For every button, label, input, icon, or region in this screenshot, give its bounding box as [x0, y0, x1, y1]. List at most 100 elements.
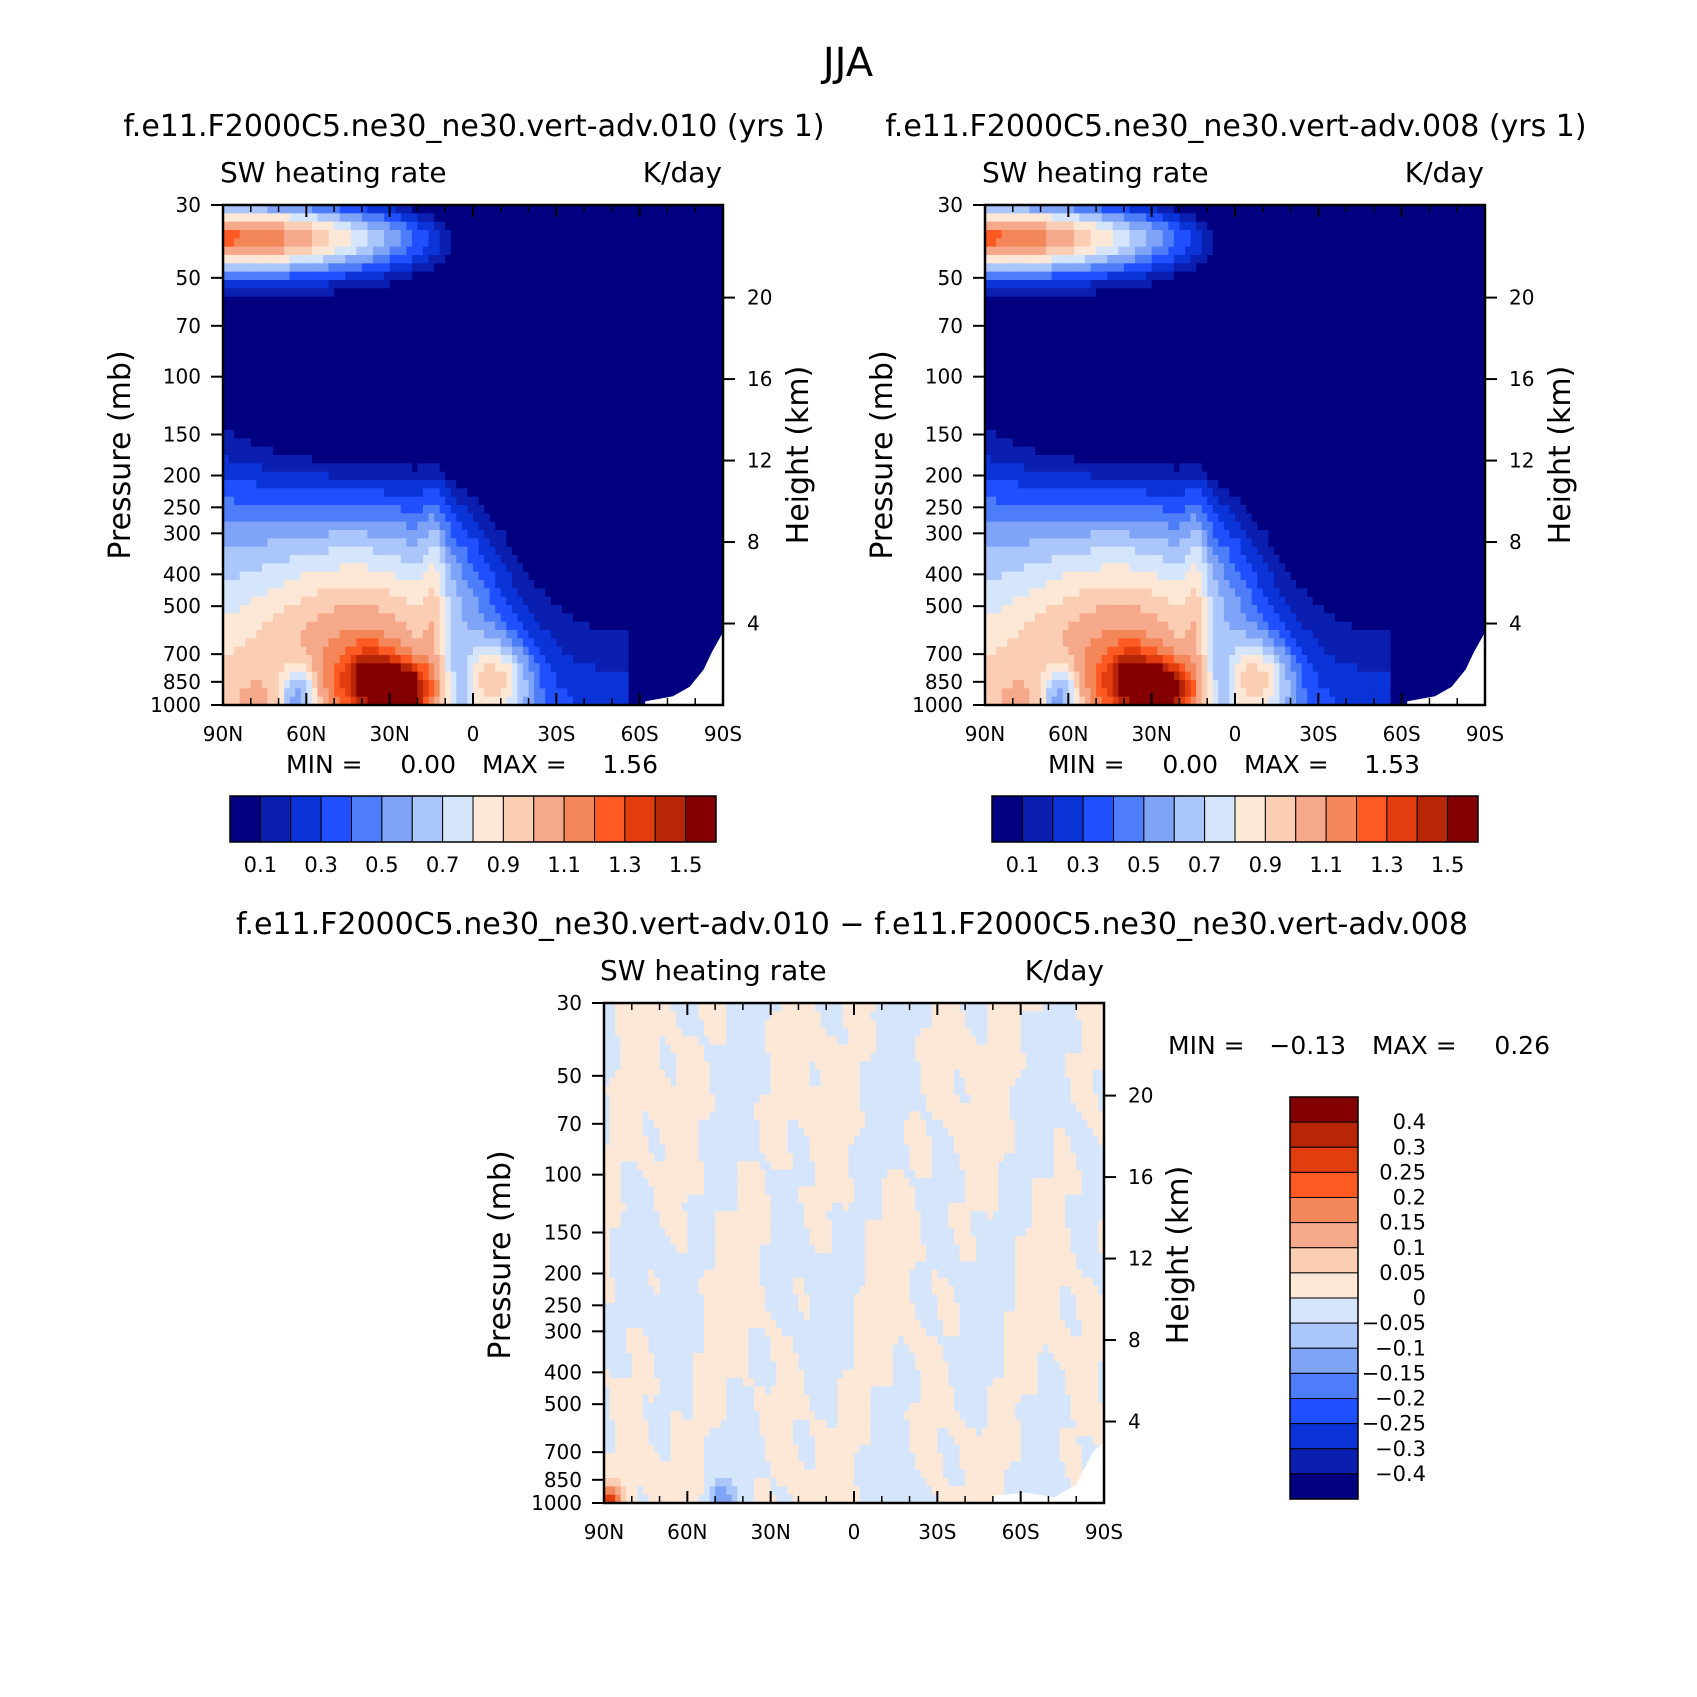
field-cell — [650, 538, 657, 548]
field-cell — [239, 305, 246, 314]
field-cell — [439, 488, 446, 498]
field-cell — [273, 388, 280, 398]
field-cell — [478, 621, 485, 631]
field-cell — [289, 280, 296, 289]
field-cell — [356, 621, 363, 631]
field-cell — [295, 246, 302, 256]
field-cell — [511, 413, 519, 423]
field-cell — [517, 388, 524, 398]
field-cell — [234, 296, 241, 306]
field-cell — [267, 496, 274, 506]
field-cell — [261, 530, 269, 539]
field-cell — [395, 271, 402, 281]
field-cell — [623, 630, 630, 639]
field-cell — [428, 521, 435, 531]
field-cell — [506, 338, 513, 348]
field-cell — [528, 546, 535, 556]
field-cell — [445, 596, 452, 606]
field-cell — [689, 563, 696, 573]
field-cell — [606, 238, 613, 248]
field-cell — [700, 330, 707, 339]
field-cell — [528, 455, 535, 464]
field-cell — [534, 513, 541, 523]
field-cell — [600, 580, 607, 589]
field-cell — [500, 496, 507, 506]
field-cell — [545, 238, 552, 248]
field-cell — [389, 505, 396, 514]
field-cell — [545, 521, 552, 531]
field-cell — [517, 613, 524, 623]
field-cell — [273, 355, 280, 364]
field-cell — [295, 338, 302, 348]
field-cell — [656, 271, 663, 281]
field-cell — [445, 471, 452, 481]
field-cell — [256, 446, 263, 456]
field-cell — [423, 371, 430, 381]
field-cell — [650, 263, 657, 273]
field-cell — [528, 446, 535, 456]
panel2-max-label: MAX = — [1244, 750, 1329, 779]
field-cell — [511, 371, 519, 381]
field-cell — [228, 630, 235, 639]
field-cell — [528, 205, 535, 214]
field-cell — [578, 221, 585, 231]
field-cell — [261, 321, 269, 331]
field-cell — [389, 371, 396, 381]
field-cell — [439, 363, 446, 373]
field-cell — [511, 430, 519, 439]
field-cell — [639, 313, 646, 323]
field-cell — [456, 438, 463, 448]
field-cell — [239, 496, 246, 506]
field-cell — [384, 621, 391, 631]
field-cell — [378, 621, 385, 631]
field-cell — [539, 605, 546, 614]
field-cell — [300, 505, 307, 514]
field-cell — [284, 571, 291, 581]
field-cell — [634, 621, 641, 631]
field-cell — [245, 638, 252, 648]
field-cell — [300, 255, 307, 264]
field-cell — [300, 530, 307, 539]
field-cell — [528, 588, 535, 598]
field-cell — [550, 346, 557, 356]
field-cell — [534, 405, 541, 414]
field-cell — [573, 538, 580, 548]
field-cell — [606, 538, 613, 548]
field-cell — [439, 371, 446, 381]
field-cell — [511, 230, 519, 239]
field-cell — [284, 438, 291, 448]
field-cell — [600, 280, 607, 289]
field-cell — [295, 521, 302, 531]
field-cell — [534, 463, 541, 473]
field-cell — [523, 521, 530, 531]
field-cell — [306, 621, 313, 631]
field-cell — [228, 371, 235, 381]
field-cell — [561, 513, 569, 523]
field-cell — [684, 363, 691, 373]
field-cell — [467, 255, 474, 264]
field-cell — [695, 546, 702, 556]
field-cell — [695, 538, 702, 548]
field-cell — [345, 446, 352, 456]
field-cell — [639, 213, 646, 223]
field-cell — [261, 338, 269, 348]
field-cell — [628, 563, 635, 573]
field-cell — [295, 255, 302, 264]
field-cell — [711, 496, 719, 506]
field-cell — [689, 396, 696, 406]
field-cell — [656, 580, 663, 589]
field-cell — [373, 246, 380, 256]
field-cell — [384, 580, 391, 589]
field-cell — [634, 571, 641, 581]
field-cell — [478, 280, 485, 289]
field-cell — [350, 580, 357, 589]
field-cell — [678, 255, 685, 264]
field-cell — [356, 563, 363, 573]
field-cell — [595, 621, 602, 631]
field-cell — [595, 405, 602, 414]
field-cell — [395, 496, 402, 506]
field-cell — [345, 355, 352, 364]
field-cell — [478, 388, 485, 398]
field-cell — [339, 371, 346, 381]
field-cell — [711, 471, 719, 481]
